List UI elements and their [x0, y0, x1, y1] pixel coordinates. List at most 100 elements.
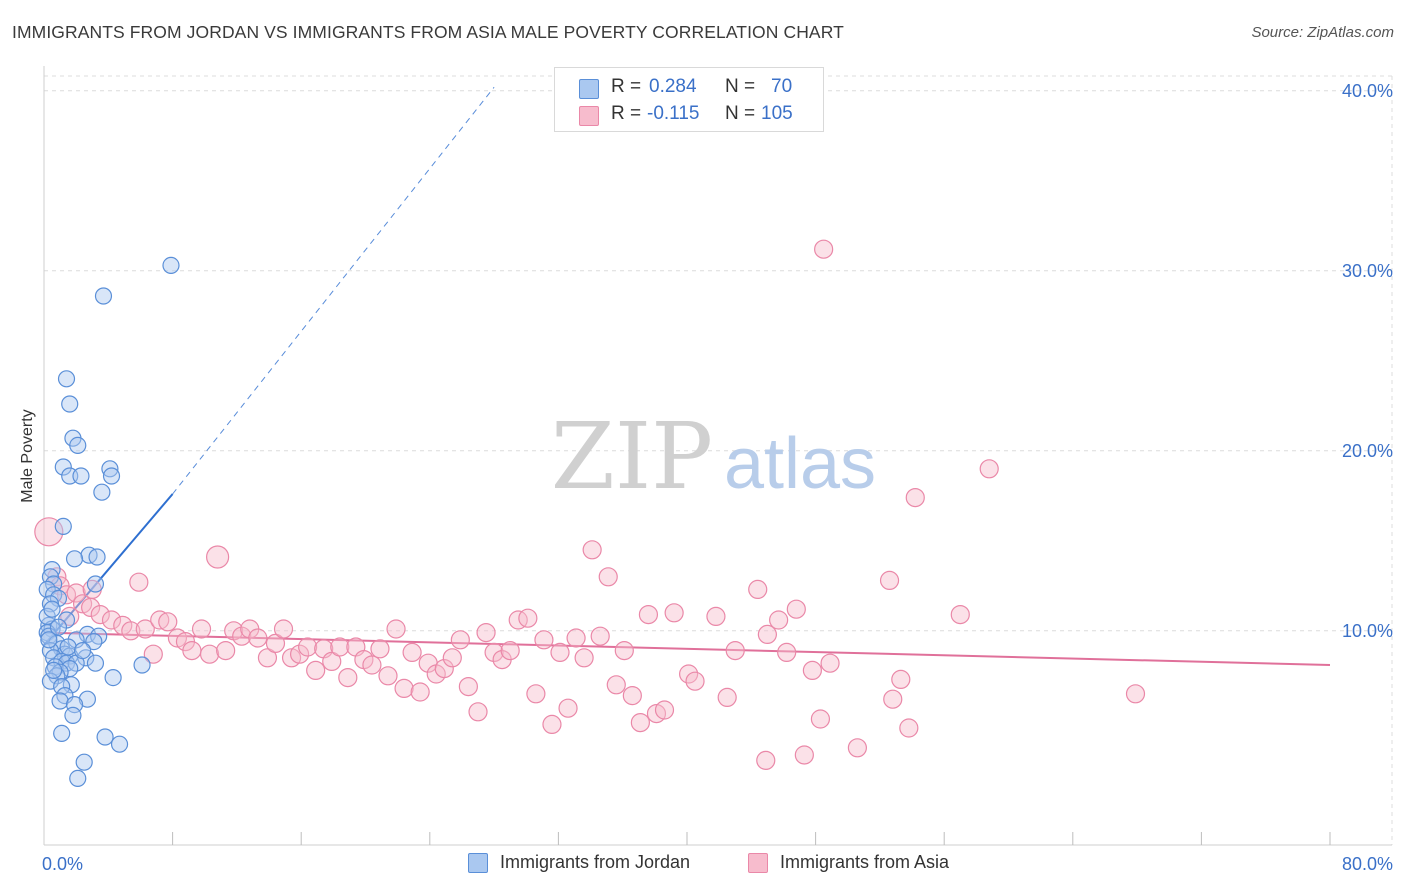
jordan-point [72, 467, 90, 485]
asia-point [654, 700, 675, 720]
asia-point [199, 644, 220, 664]
grid-lines [44, 75, 1393, 845]
asia-point [394, 678, 414, 699]
asia-point [442, 648, 462, 668]
axes [43, 66, 1392, 846]
asia-point [905, 488, 925, 508]
jordan-point [61, 395, 79, 413]
asia-point [410, 682, 430, 702]
jordan-point [54, 458, 72, 476]
asia-point [484, 642, 504, 663]
asia-point [90, 604, 110, 625]
asia-point [582, 540, 602, 560]
jordan-point [41, 672, 60, 690]
points-jordan [38, 256, 180, 788]
asia-point [979, 459, 999, 479]
x-tick-label: 0.0% [42, 854, 83, 874]
asia-point [135, 619, 155, 639]
watermark-zip: ZIP [551, 403, 713, 510]
asia-point [814, 239, 834, 259]
asia-point [322, 651, 342, 672]
asia-point [386, 619, 406, 639]
asia-point [129, 572, 149, 592]
asia-point [756, 750, 776, 771]
asia-point [847, 738, 867, 758]
jordan-point [96, 728, 114, 746]
jordan-point [54, 517, 72, 536]
asia-point [330, 637, 350, 657]
x-tick-label: 80.0% [1342, 854, 1393, 874]
watermark-atlas: atlas [724, 424, 876, 504]
asia-point [614, 640, 634, 661]
jordan-point [69, 769, 87, 788]
jordan-point [51, 692, 69, 710]
asia-point [191, 619, 212, 639]
asia-swatch [579, 106, 599, 126]
jordan-point [88, 548, 106, 566]
asia-point [777, 642, 797, 663]
asia-r-value: -0.115 [647, 103, 700, 124]
asia-point [638, 604, 659, 625]
asia-point [706, 606, 726, 627]
jordan-point [64, 706, 82, 725]
asia-point [566, 628, 586, 648]
asia-point [362, 655, 382, 675]
jordan-point [78, 690, 97, 708]
asia-point [143, 644, 163, 664]
jordan-point [85, 632, 103, 651]
asia-r-label: R = [611, 103, 642, 124]
asia-point [458, 676, 478, 697]
asia-point [879, 570, 900, 591]
asia-point [883, 689, 903, 709]
jordan-point [73, 641, 92, 660]
y-tick-label: 10.0% [1342, 621, 1393, 641]
series-legend: Immigrants from Jordan Immigrants from A… [0, 852, 1406, 878]
asia-point [434, 658, 454, 679]
legend-asia-label: Immigrants from Asia [780, 852, 950, 872]
chart-title: IMMIGRANTS FROM JORDAN VS IMMIGRANTS FRO… [12, 22, 844, 42]
asia-point [606, 675, 626, 695]
asia-point [370, 639, 390, 659]
jordan-point [94, 287, 113, 305]
asia-point [757, 624, 777, 645]
jordan-swatch [579, 79, 599, 99]
asia-point [66, 583, 86, 603]
jordan-point [104, 668, 122, 687]
asia-point [378, 666, 398, 686]
asia-point [206, 545, 230, 569]
asia-point [574, 648, 594, 668]
asia-point [518, 608, 538, 628]
y-tick-label: 30.0% [1342, 261, 1393, 281]
jordan-r-label: R = [611, 76, 642, 97]
asia-point [769, 610, 789, 630]
correlation-legend: R = 0.284 N = 70 R = -0.115 N = 105 [554, 67, 824, 132]
jordan-point [69, 436, 87, 454]
tick-labels: 10.0% 20.0% 30.0% 40.0% 0.0% 80.0% [42, 81, 1393, 874]
watermark: ZIP atlas [551, 403, 876, 510]
jordan-point [133, 656, 151, 674]
legend-asia-swatch [748, 853, 768, 873]
jordan-point [53, 724, 71, 743]
asia-point [664, 603, 684, 623]
asia-n-value: 105 [761, 103, 793, 124]
asia-point [150, 610, 170, 630]
trend-lines [43, 86, 1331, 666]
asia-point [500, 640, 520, 661]
jordan-point [40, 631, 58, 649]
jordan-point [110, 735, 129, 753]
jordan-point [49, 618, 68, 636]
y-tick-label: 40.0% [1342, 81, 1393, 101]
asia-point [306, 660, 326, 681]
asia-point [56, 585, 77, 605]
asia-point [558, 698, 578, 718]
asia-point [402, 642, 422, 663]
y-axis-label: Male Poverty [19, 409, 36, 503]
asia-point [717, 687, 737, 708]
asia-trend-line [43, 631, 1331, 666]
jordan-point [45, 661, 63, 680]
asia-point [289, 644, 310, 664]
asia-point [590, 626, 610, 646]
asia-point [476, 622, 496, 643]
jordan-point [43, 600, 61, 618]
asia-point [1125, 684, 1146, 704]
